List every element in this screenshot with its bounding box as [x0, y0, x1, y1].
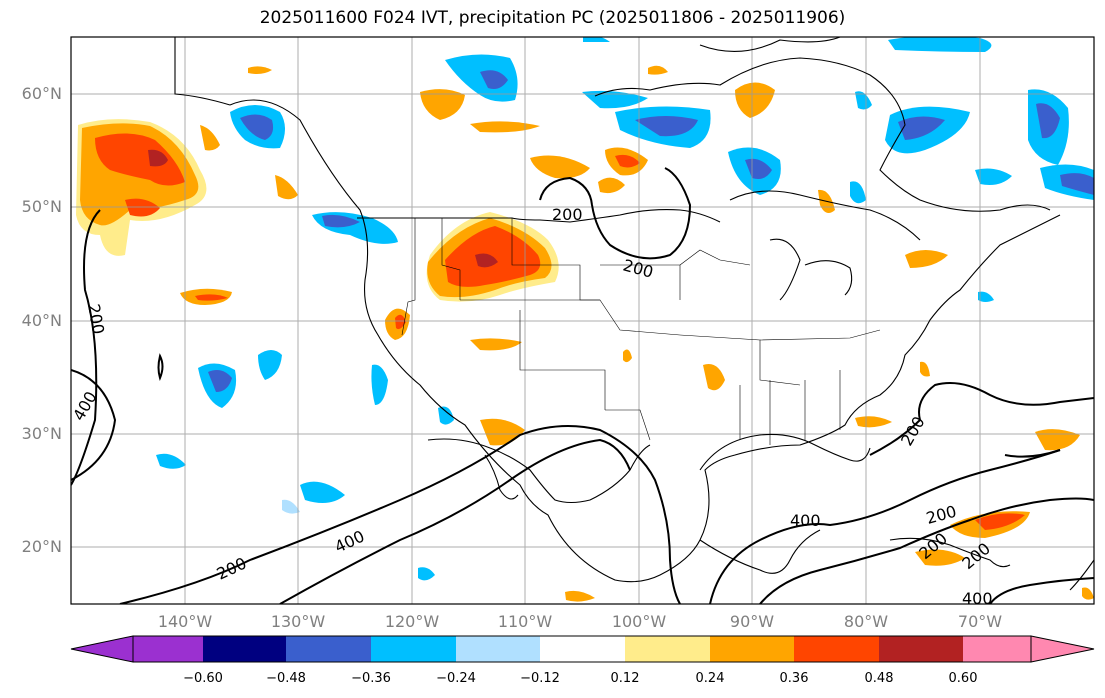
precip-region-pacific-mid-red [125, 198, 160, 217]
precip-negative-regions [156, 37, 1094, 581]
colorbar: −0.60 −0.48 −0.36 −0.24 −0.12 0.12 0.24 … [70, 635, 1095, 686]
colorbar-tick: −0.48 [266, 671, 306, 686]
colorbar-tick: 0.36 [780, 671, 809, 686]
precip-positive-regions [76, 65, 1094, 602]
colorbar-tick: −0.36 [351, 671, 391, 686]
colorbar-outline [132, 635, 1032, 663]
colorbar-bin [963, 636, 1031, 662]
contour-label: 400 [962, 589, 993, 608]
gridlines [71, 37, 1094, 604]
colorbar-tick: 0.48 [865, 671, 894, 686]
colorbar-bin [710, 636, 794, 662]
map-frame [70, 36, 1095, 605]
colorbar-tick: −0.24 [436, 671, 476, 686]
lat-label: 40°N [22, 311, 62, 330]
colorbar-tick: −0.12 [520, 671, 560, 686]
colorbar-ticks: −0.60 −0.48 −0.36 −0.24 −0.12 0.12 0.24 … [183, 671, 977, 686]
ivt-contours [71, 167, 1094, 604]
colorbar-bin [540, 636, 625, 662]
lon-label: 140°W [158, 612, 213, 631]
colorbar-bin [371, 636, 456, 662]
lon-label: 80°W [844, 612, 888, 631]
colorbar-tick: 0.60 [949, 671, 978, 686]
precip-region-pacific-north-red [95, 133, 185, 186]
coastlines [174, 37, 1094, 591]
map-title: 2025011600 F024 IVT, precipitation PC (2… [259, 8, 846, 28]
lon-axis: 140°W 130°W 120°W 110°W 100°W 90°W 80°W … [158, 612, 1002, 631]
lon-label: 120°W [385, 612, 440, 631]
lon-label: 70°W [958, 612, 1002, 631]
state-borders [401, 218, 881, 445]
colorbar-high-extend [1030, 635, 1095, 663]
colorbar-bin [203, 636, 286, 662]
colorbar-tick: −0.60 [183, 671, 223, 686]
lon-label: 90°W [730, 612, 774, 631]
lat-label: 60°N [22, 84, 62, 103]
colorbar-tick: 0.24 [696, 671, 725, 686]
contour-label: 400 [790, 511, 821, 530]
colorbar-bin [456, 636, 540, 662]
precip-region-pacific-north-dark [148, 149, 168, 167]
lon-label: 130°W [271, 612, 326, 631]
lat-label: 20°N [22, 537, 62, 556]
colorbar-tick: 0.12 [611, 671, 640, 686]
colorbar-bin [879, 636, 963, 662]
colorbar-bin [625, 636, 710, 662]
lat-axis: 60°N 50°N 40°N 30°N 20°N [22, 84, 62, 556]
lat-label: 50°N [22, 197, 62, 216]
contour-label: 200 [552, 205, 583, 224]
colorbar-bin [794, 636, 879, 662]
colorbar-bin [286, 636, 371, 662]
map-area: 200 200 200 400 200 400 200 400 200 400 … [71, 37, 1094, 608]
colorbar-low-extend [70, 635, 134, 663]
lon-label: 110°W [498, 612, 553, 631]
lon-label: 100°W [612, 612, 667, 631]
lat-label: 30°N [22, 424, 62, 443]
